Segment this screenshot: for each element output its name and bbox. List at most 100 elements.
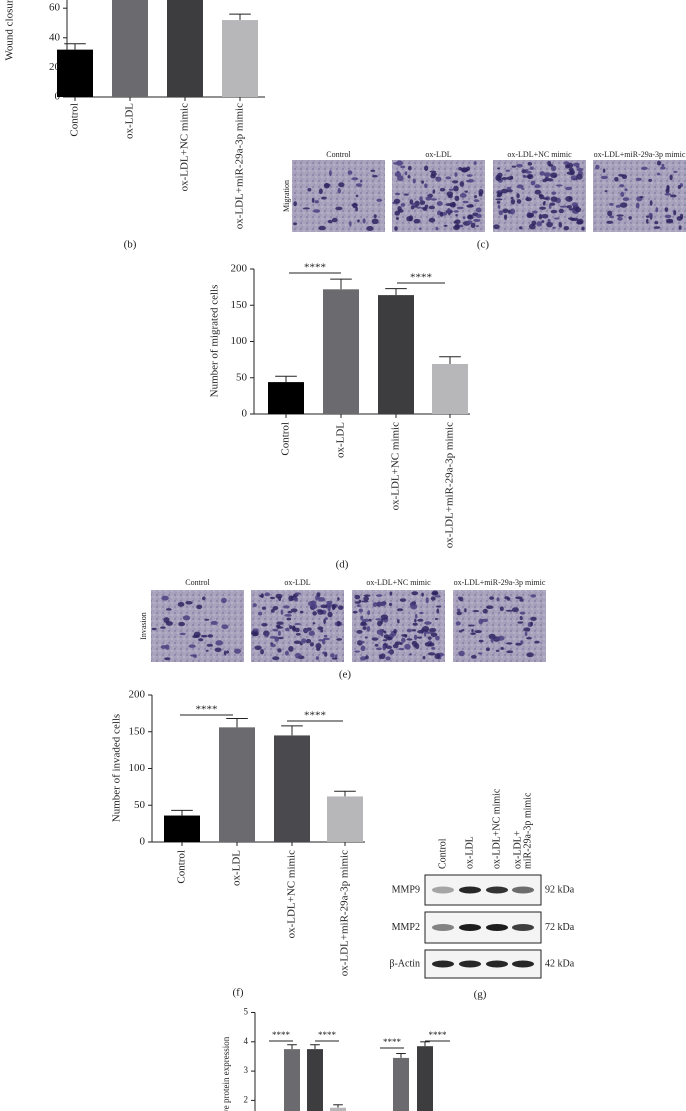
cell <box>454 219 461 225</box>
cell <box>332 604 336 610</box>
column-label: ox-LDL+miR-29a-3p mimic <box>454 578 546 587</box>
y-tick-label: 200 <box>129 689 146 701</box>
lane-label: miR-29a-3p mimic <box>522 792 533 869</box>
significance-label: **** <box>304 262 326 274</box>
cell <box>458 630 463 633</box>
cell <box>161 595 169 601</box>
cell <box>506 642 513 645</box>
cell <box>455 621 461 626</box>
cell <box>435 226 439 231</box>
cell <box>398 647 405 651</box>
cell <box>436 201 443 206</box>
cell <box>277 648 282 653</box>
y-tick-label: 60 <box>49 2 61 14</box>
y-axis-label: Number of invaded cells <box>111 714 123 822</box>
cell <box>311 197 315 203</box>
bar <box>327 796 363 842</box>
cell <box>600 175 609 180</box>
cell <box>337 597 340 601</box>
cell <box>527 161 533 166</box>
bar <box>167 0 203 97</box>
cell <box>254 645 262 650</box>
cell <box>360 615 364 620</box>
cell <box>489 596 495 600</box>
x-tick-label: ox-LDL <box>231 850 243 886</box>
cell <box>493 224 500 230</box>
cell <box>270 596 275 600</box>
row-label: Migration <box>282 180 291 212</box>
cell <box>260 648 264 655</box>
cell <box>497 635 505 641</box>
cell <box>496 200 501 204</box>
cell <box>572 217 579 222</box>
micrograph <box>151 590 244 662</box>
cell <box>517 621 524 624</box>
cell <box>313 209 321 213</box>
cell <box>429 627 437 633</box>
cell <box>316 592 321 597</box>
cell <box>572 162 580 167</box>
cell <box>252 628 259 632</box>
cell <box>364 636 368 639</box>
cell <box>453 225 460 231</box>
cell <box>563 226 570 231</box>
cell <box>534 189 542 195</box>
cell <box>274 636 279 642</box>
cell <box>466 179 471 183</box>
cell <box>526 213 534 218</box>
cell <box>205 649 209 652</box>
y-tick-label: 3 <box>244 1065 249 1075</box>
significance-label: **** <box>383 1037 402 1047</box>
cell <box>472 610 480 613</box>
cell <box>565 186 573 191</box>
row-label: Invasion <box>139 612 148 640</box>
cell <box>210 620 218 625</box>
cell <box>447 194 453 199</box>
cell <box>581 226 585 231</box>
cell <box>293 640 302 644</box>
x-tick-label: ox-LDL+NC mimic <box>179 103 191 192</box>
cell <box>401 634 408 637</box>
cell <box>275 593 283 599</box>
cell <box>534 184 541 189</box>
bar <box>378 295 414 414</box>
cell <box>351 177 359 181</box>
cell <box>431 647 436 650</box>
cell <box>547 218 551 223</box>
cell <box>361 618 370 623</box>
cell <box>304 628 311 632</box>
cell <box>336 638 343 641</box>
cell <box>165 644 170 650</box>
cell <box>676 216 683 221</box>
cell <box>347 170 353 175</box>
cell <box>387 650 393 654</box>
band <box>459 960 481 968</box>
cell <box>323 634 328 638</box>
cell <box>385 636 393 641</box>
cell <box>543 200 546 204</box>
cell <box>454 172 458 177</box>
cell <box>165 621 173 626</box>
cell <box>462 200 469 204</box>
y-tick-label: 2 <box>244 1094 249 1104</box>
cell <box>366 225 374 232</box>
cell <box>417 618 424 622</box>
cell <box>519 611 526 615</box>
cell <box>648 178 653 182</box>
cell <box>435 617 438 621</box>
x-tick-label: ox-LDL+miR-29a-3p mimic <box>234 103 246 229</box>
cell <box>278 630 281 636</box>
cell <box>283 605 290 609</box>
cell <box>664 193 672 196</box>
cell <box>394 192 401 196</box>
cell <box>609 215 614 219</box>
cell <box>177 601 185 607</box>
cell <box>424 204 429 208</box>
cell <box>474 629 482 634</box>
cell <box>653 226 661 229</box>
cell <box>639 196 644 199</box>
cell <box>354 650 361 653</box>
significance-label: **** <box>196 704 218 716</box>
